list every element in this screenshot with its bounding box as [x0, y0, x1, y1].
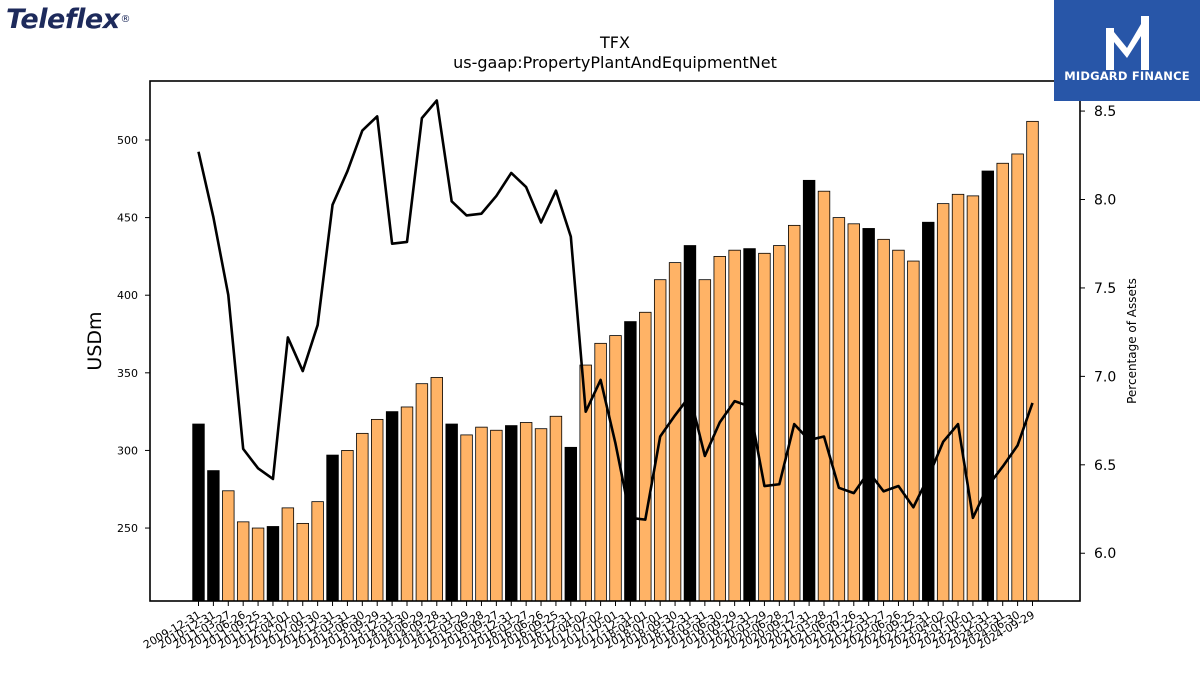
- chart-subtitle: us-gaap:PropertyPlantAndEquipmentNet: [453, 53, 777, 72]
- bar: [430, 377, 443, 602]
- y2-tick-label: 8.0: [1094, 193, 1116, 209]
- bar: [728, 249, 741, 602]
- bar: [490, 429, 503, 602]
- y2-tick-label: 6.5: [1094, 458, 1116, 474]
- y-tick-label: 450: [117, 212, 138, 225]
- bar: [788, 224, 801, 602]
- bar: [251, 527, 265, 602]
- bar: [281, 507, 295, 602]
- bar: [371, 418, 384, 602]
- y2-tick-label: 7.0: [1094, 369, 1116, 385]
- bar: [326, 454, 339, 602]
- bar: [773, 245, 786, 602]
- bar: [505, 425, 518, 602]
- bar: [832, 217, 846, 602]
- y-tick-label: 250: [117, 522, 138, 535]
- bar: [549, 415, 563, 602]
- bar: [192, 423, 205, 602]
- bar: [877, 238, 890, 602]
- bar: [236, 521, 250, 602]
- bar: [862, 228, 875, 602]
- bar: [564, 446, 578, 602]
- bar: [802, 179, 816, 602]
- bar: [936, 203, 950, 602]
- bar: [683, 245, 697, 602]
- bar: [415, 383, 429, 602]
- bar: [624, 321, 637, 602]
- y2-tick-label: 6.0: [1094, 546, 1116, 562]
- y2-tick-label: 7.5: [1094, 281, 1116, 297]
- teleflex-logo-text: Teleflex: [6, 3, 120, 35]
- y-tick-label: 300: [117, 444, 138, 457]
- bar: [951, 193, 965, 602]
- chart-title: TFX: [600, 33, 630, 52]
- bar: [1011, 153, 1024, 602]
- bar: [400, 406, 414, 602]
- bar: [996, 162, 1009, 602]
- bar: [222, 490, 235, 602]
- bar: [981, 170, 995, 602]
- bar: [907, 260, 920, 602]
- midgard-finance-logo: MIDGARD FINANCE: [1054, 0, 1200, 101]
- bar: [519, 422, 533, 602]
- bar: [534, 428, 548, 602]
- bar: [639, 311, 652, 602]
- y-tick-label: 500: [117, 134, 138, 147]
- bar: [817, 190, 831, 602]
- bar: [341, 450, 354, 602]
- y-tick-label: 350: [117, 367, 138, 380]
- y2-tick-label: 8.5: [1094, 104, 1116, 120]
- bar: [966, 195, 980, 602]
- bar: [385, 411, 399, 602]
- bar: [266, 526, 280, 602]
- midgard-logo-text: MIDGARD FINANCE: [1064, 69, 1190, 83]
- bar: [668, 262, 682, 602]
- teleflex-logo: Teleflex ®: [6, 3, 131, 35]
- bar: [445, 423, 458, 602]
- bar: [207, 470, 220, 602]
- bar: [296, 522, 309, 602]
- y-axis-label: USDm: [84, 311, 106, 370]
- bar: [1026, 120, 1039, 602]
- bar: [892, 249, 905, 602]
- bar: [356, 432, 369, 602]
- bar: [847, 223, 860, 602]
- bar: [922, 221, 935, 602]
- y-tick-label: 400: [117, 289, 138, 302]
- bar: [475, 426, 488, 602]
- bar: [311, 501, 324, 602]
- bar: [460, 434, 473, 602]
- line-series: [197, 99, 1034, 521]
- bar: [758, 252, 771, 602]
- y2-axis-label: Percentage of Assets: [1125, 278, 1139, 404]
- registered-mark-icon: ®: [120, 13, 131, 25]
- midgard-emblem-icon: [1106, 16, 1149, 70]
